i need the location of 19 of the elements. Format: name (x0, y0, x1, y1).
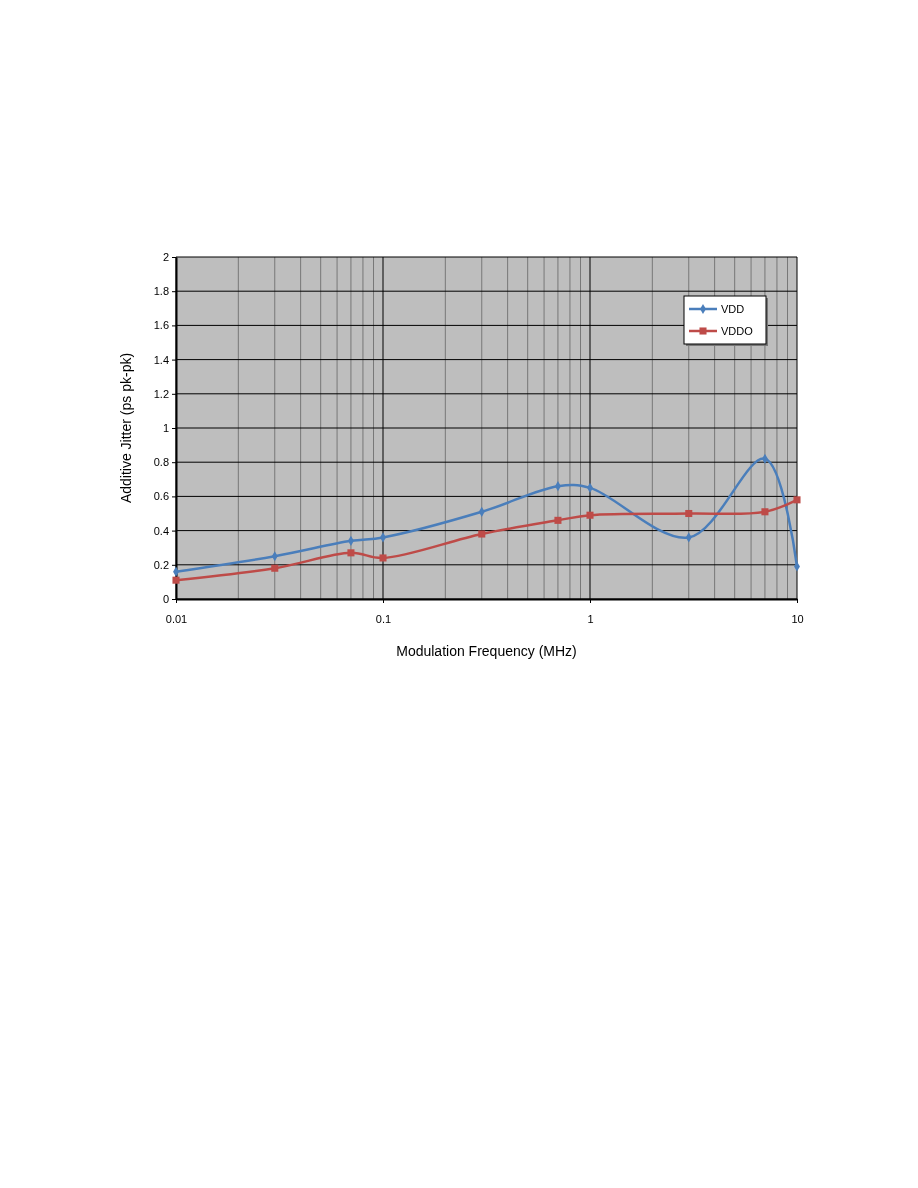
x-tick-label: 1 (587, 612, 594, 625)
y-tick-label: 0.2 (153, 558, 169, 571)
x-tick-label: 0.1 (375, 612, 392, 625)
y-tick-label: 1 (162, 422, 169, 435)
y-tick-label: 0.4 (153, 524, 169, 537)
y-tick-label: 1.2 (153, 387, 169, 400)
y-tick-label: 2 (162, 251, 169, 264)
x-axis-title: Modulation Frequency (MHz) (396, 643, 577, 659)
y-tick-label: 1.4 (153, 353, 169, 366)
y-axis-title: Additive Jitter (ps pk-pk) (118, 352, 134, 504)
y-tick-label: 0.8 (153, 456, 169, 469)
y-tick-label: 1.8 (153, 285, 169, 298)
x-tick-label: 0.01 (165, 612, 188, 625)
legend-label: VDD (721, 303, 745, 315)
y-tick-label: 1.6 (153, 319, 169, 332)
y-tick-label: 0.6 (153, 490, 169, 503)
x-tick-label: 10 (791, 612, 804, 625)
y-tick-label: 0 (162, 593, 169, 606)
legend-label: VDDO (721, 325, 754, 337)
